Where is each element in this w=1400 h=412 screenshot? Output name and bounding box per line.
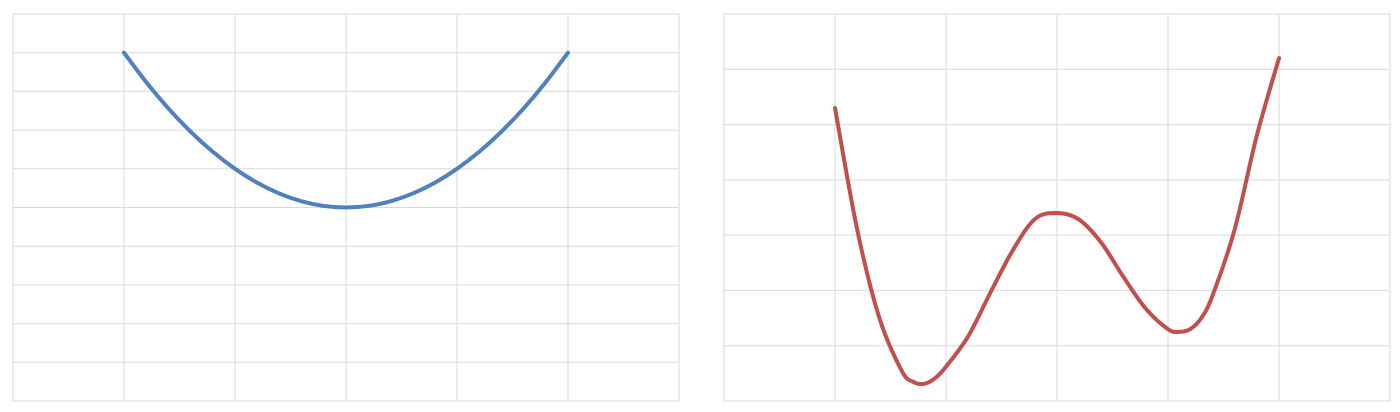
series-line	[122, 50, 570, 210]
chart-right-double-well	[723, 13, 1391, 402]
chart-left-parabola	[12, 13, 680, 402]
series-line	[833, 56, 1281, 387]
